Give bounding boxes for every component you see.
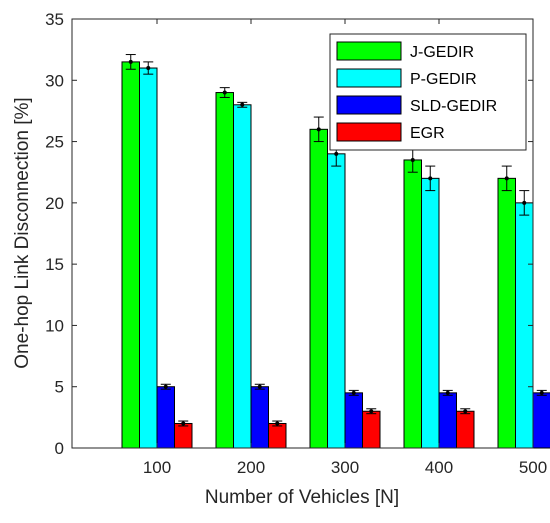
error-bar-sld-gedir-500 <box>536 389 547 396</box>
error-bar-egr-100 <box>178 420 189 427</box>
y-tick-label: 25 <box>45 133 64 152</box>
error-bar-sld-gedir-100 <box>160 383 171 390</box>
error-bar-j-gedir-300 <box>313 116 324 143</box>
bar-j-gedir-100 <box>121 61 140 449</box>
x-tick-label: 500 <box>519 458 547 477</box>
bar-egr-300 <box>362 410 381 449</box>
error-bar-egr-400 <box>460 408 471 415</box>
y-tick-label: 0 <box>55 439 64 458</box>
bar-j-gedir-500 <box>497 177 516 449</box>
y-tick-label: 15 <box>45 255 64 274</box>
y-tick-label: 5 <box>55 378 64 397</box>
bar-p-gedir-400 <box>421 177 440 449</box>
error-bar-j-gedir-100 <box>125 54 136 70</box>
y-tick-label: 30 <box>45 71 64 90</box>
error-bar-j-gedir-500 <box>501 165 512 192</box>
error-bar-p-gedir-100 <box>143 61 154 75</box>
bars-layer <box>121 61 550 449</box>
y-axis-title: One-hop Link Disconnection [%] <box>12 97 33 368</box>
bar-p-gedir-100 <box>139 67 158 449</box>
x-tick-label: 100 <box>143 458 171 477</box>
legend-item-egr: EGR <box>336 122 445 142</box>
legend-item-sld-gedir: SLD-GEDIR <box>336 95 497 115</box>
axes-box <box>71 18 534 449</box>
bar-j-gedir-400 <box>403 159 422 449</box>
legend: J-GEDIR P-GEDIR SLD-GEDIR EGR <box>329 33 527 151</box>
tick-labels: 0 5 10 15 20 25 30 35 100 200 300 400 500 <box>45 10 547 477</box>
legend-label: EGR <box>410 125 445 142</box>
legend-item-p-gedir: P-GEDIR <box>336 68 477 88</box>
bar-egr-100 <box>174 422 193 449</box>
error-bars-layer <box>125 54 547 427</box>
bar-egr-200 <box>268 422 287 449</box>
bar-j-gedir-200 <box>215 92 234 449</box>
legend-swatch <box>336 95 402 115</box>
x-tick-label: 300 <box>331 458 359 477</box>
error-bar-sld-gedir-400 <box>442 389 453 396</box>
y-tick-label: 20 <box>45 194 64 213</box>
bar-sld-gedir-100 <box>156 386 175 449</box>
error-bar-p-gedir-400 <box>425 165 436 192</box>
bar-sld-gedir-400 <box>438 392 457 449</box>
bar-p-gedir-200 <box>233 104 252 449</box>
x-tick-label: 200 <box>237 458 265 477</box>
legend-label: SLD-GEDIR <box>410 98 497 115</box>
bar-sld-gedir-200 <box>250 386 269 449</box>
legend-label: P-GEDIR <box>410 71 477 88</box>
bar-egr-400 <box>456 410 475 449</box>
axes <box>71 18 534 449</box>
x-axis-title: Number of Vehicles [N] <box>205 487 399 508</box>
error-bar-sld-gedir-200 <box>254 383 265 390</box>
bar-sld-gedir-300 <box>344 392 363 449</box>
legend-swatch <box>336 122 402 142</box>
error-bar-p-gedir-200 <box>237 101 248 108</box>
y-tick-label: 35 <box>45 10 64 29</box>
error-bar-egr-300 <box>366 408 377 415</box>
y-tick-label: 10 <box>45 316 64 335</box>
bar-j-gedir-300 <box>309 128 328 449</box>
legend-label: J-GEDIR <box>410 44 474 61</box>
bar-p-gedir-300 <box>327 153 346 449</box>
legend-item-j-gedir: J-GEDIR <box>336 41 474 61</box>
error-bar-j-gedir-200 <box>219 87 230 98</box>
legend-swatch <box>336 41 402 61</box>
bar-sld-gedir-500 <box>532 392 550 449</box>
error-bar-p-gedir-500 <box>519 190 530 216</box>
x-tick-label: 400 <box>425 458 453 477</box>
error-bar-egr-200 <box>272 420 283 427</box>
legend-swatch <box>336 68 402 88</box>
error-bar-sld-gedir-300 <box>348 389 359 396</box>
